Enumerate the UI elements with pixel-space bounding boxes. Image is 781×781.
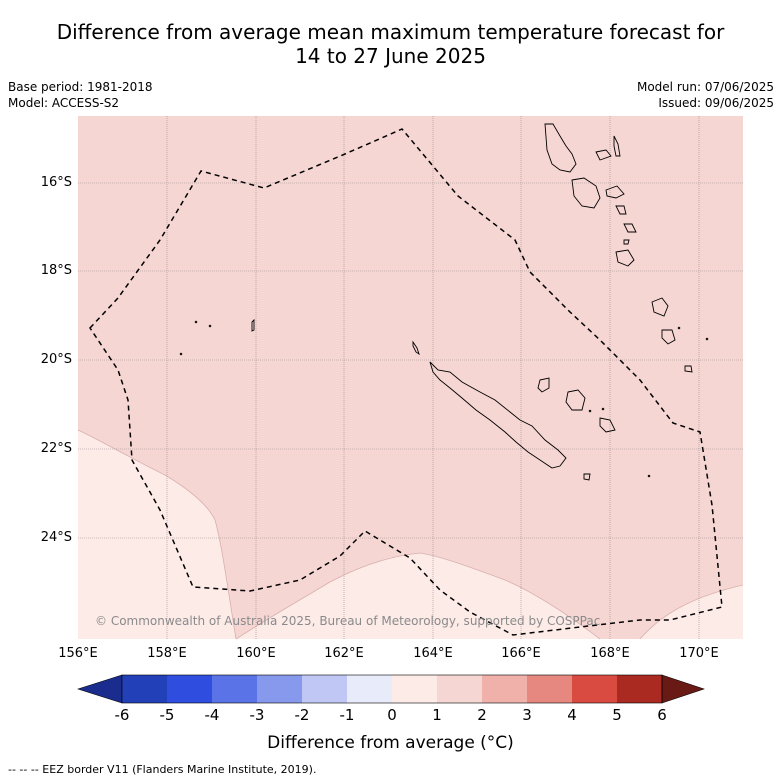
title-line-1: Difference from average mean maximum tem… <box>56 20 725 44</box>
lon-label: 156°E <box>58 646 98 661</box>
meta-right: Model run: 07/06/2025 Issued: 09/06/2025 <box>637 79 774 111</box>
gridlines <box>78 116 743 639</box>
colorbar-segment <box>527 675 572 703</box>
lat-label: 24°S <box>40 530 72 545</box>
lon-label: 164°E <box>413 646 453 661</box>
colorbar <box>77 674 705 704</box>
lat-label: 16°S <box>40 175 72 190</box>
model-run: Model run: 07/06/2025 <box>636 80 774 94</box>
colorbar-tick: 4 <box>567 706 577 724</box>
lon-label: 162°E <box>324 646 364 661</box>
colorbar-tick: -3 <box>249 706 265 724</box>
colorbar-segment <box>617 675 662 703</box>
lon-label: 166°E <box>501 646 541 661</box>
colorbar-segment <box>437 675 482 703</box>
colorbar-tick: 5 <box>612 706 622 724</box>
colorbar-segment <box>572 675 617 703</box>
colorbar-overflow-triangle <box>661 674 705 704</box>
colorbar-segment <box>212 675 257 703</box>
base-period: Base period: 1981-2018 <box>8 80 153 94</box>
colorbar-tick: -1 <box>339 706 355 724</box>
colorbar-tick: 3 <box>522 706 532 724</box>
lat-label: 18°S <box>40 263 72 278</box>
lon-label: 160°E <box>236 646 276 661</box>
vanuatu-santo <box>544 123 577 173</box>
new-caledonia <box>429 361 567 469</box>
copyright-notice: © Commonwealth of Australia 2025, Bureau… <box>95 614 601 628</box>
colorbar-tick: 2 <box>477 706 487 724</box>
colorbar-tick: -4 <box>204 706 220 724</box>
colorbar-tick: 1 <box>432 706 442 724</box>
lon-label: 170°E <box>679 646 719 661</box>
eez-footnote: -- -- -- EEZ border V11 (Flanders Marine… <box>8 763 317 776</box>
colorbar-segment <box>392 675 437 703</box>
colorbar-segment <box>167 675 212 703</box>
colorbar-segment <box>482 675 527 703</box>
colorbar-tick: -5 <box>159 706 175 724</box>
issued-date: Issued: 09/06/2025 <box>658 96 774 110</box>
lon-label: 158°E <box>147 646 187 661</box>
colorbar-segment <box>302 675 347 703</box>
colorbar-segment <box>122 675 167 703</box>
colorbar-title: Difference from average (°C) <box>267 733 514 753</box>
colorbar-underflow-triangle <box>77 674 123 704</box>
colorbar-tick: -2 <box>294 706 310 724</box>
lat-label: 20°S <box>40 352 72 367</box>
colorbar-tick: -6 <box>114 706 130 724</box>
map-area <box>77 116 744 640</box>
colorbar-tick: 6 <box>657 706 667 724</box>
meta-left: Base period: 1981-2018 Model: ACCESS-S2 <box>8 79 153 111</box>
coastlines <box>179 123 709 481</box>
colorbar-tick: 0 <box>387 706 397 724</box>
colorbar-segment <box>257 675 302 703</box>
lon-label: 168°E <box>590 646 630 661</box>
title-line-2: 14 to 27 June 2025 <box>295 44 486 68</box>
model-name: Model: ACCESS-S2 <box>8 96 120 110</box>
colorbar-segment <box>347 675 392 703</box>
lat-label: 22°S <box>40 441 72 456</box>
